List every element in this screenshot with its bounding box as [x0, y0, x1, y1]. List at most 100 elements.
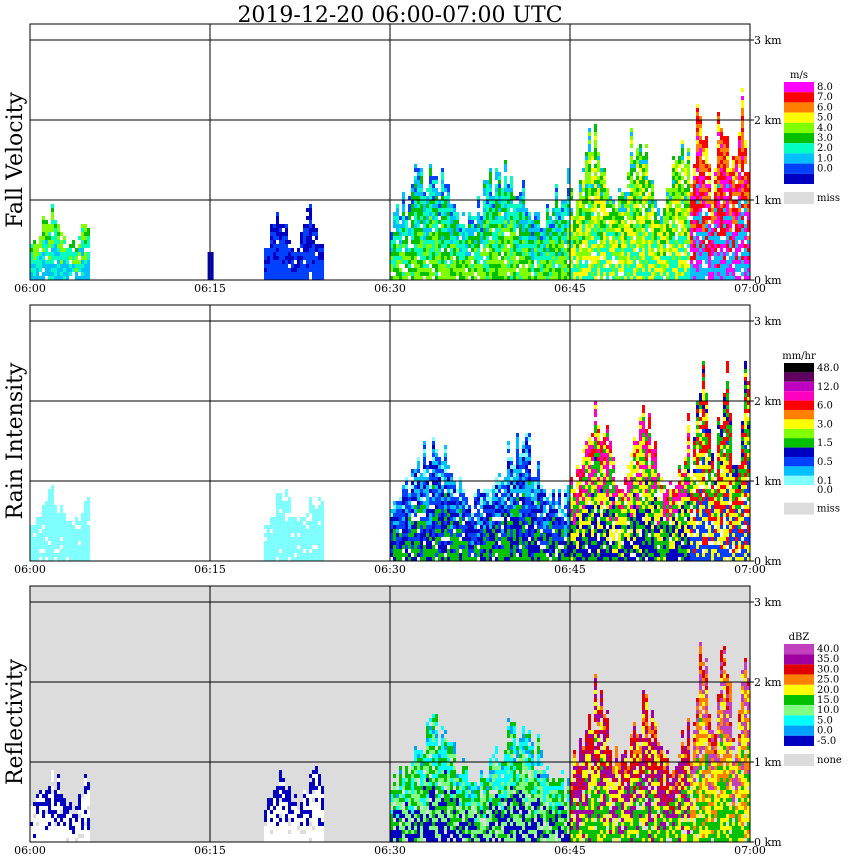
echo-cell	[282, 268, 285, 272]
echo-cell	[297, 272, 300, 276]
echo-cell	[540, 537, 543, 541]
echo-cell	[48, 497, 51, 501]
echo-cell	[270, 517, 273, 521]
echo-cell	[279, 521, 282, 525]
echo-cell	[270, 521, 273, 525]
echo-cell	[318, 545, 321, 549]
echo-cell	[420, 477, 423, 481]
echo-cell	[546, 240, 549, 244]
echo-cell	[318, 553, 321, 557]
echo-cell	[540, 557, 543, 561]
echo-cell	[657, 272, 660, 276]
echo-cell	[444, 541, 447, 545]
echo-cell	[282, 521, 285, 525]
echo-cell	[714, 228, 717, 232]
echo-cell	[717, 232, 720, 236]
echo-cell	[390, 268, 393, 272]
echo-cell	[462, 545, 465, 549]
echo-cell	[597, 200, 600, 204]
echo-cell	[291, 272, 294, 276]
echo-cell	[81, 276, 84, 280]
echo-cell	[456, 537, 459, 541]
echo-cell	[558, 276, 561, 280]
echo-cell	[414, 489, 417, 493]
echo-cell	[489, 533, 492, 537]
echo-cell	[732, 188, 735, 192]
echo-cell	[438, 485, 441, 489]
echo-cell	[615, 264, 618, 268]
echo-cell	[684, 240, 687, 244]
echo-cell	[450, 232, 453, 236]
echo-cell	[447, 489, 450, 493]
echo-cell	[561, 549, 564, 553]
echo-cell	[63, 537, 66, 541]
echo-cell	[576, 557, 579, 561]
echo-cell	[309, 521, 312, 525]
echo-cell	[402, 513, 405, 517]
echo-cell	[417, 264, 420, 268]
echo-cell	[732, 232, 735, 236]
echo-cell	[594, 184, 597, 188]
echo-cell	[474, 228, 477, 232]
echo-cell	[747, 256, 750, 260]
echo-cell	[408, 557, 411, 561]
echo-cell	[84, 553, 87, 557]
echo-cell	[435, 248, 438, 252]
echo-cell	[477, 541, 480, 545]
echo-cell	[435, 521, 438, 525]
echo-cell	[501, 200, 504, 204]
echo-cell	[669, 204, 672, 208]
echo-cell	[87, 505, 90, 509]
echo-cell	[546, 272, 549, 276]
echo-cell	[651, 220, 654, 224]
echo-cell	[402, 553, 405, 557]
echo-cell	[444, 545, 447, 549]
echo-cell	[681, 236, 684, 240]
echo-cell	[666, 256, 669, 260]
echo-cell	[423, 489, 426, 493]
echo-cell	[57, 268, 60, 272]
echo-cell	[516, 248, 519, 252]
echo-cell	[705, 176, 708, 180]
echo-cell	[681, 168, 684, 172]
echo-cell	[591, 208, 594, 212]
echo-cell	[609, 220, 612, 224]
echo-cell	[417, 196, 420, 200]
echo-cell	[300, 541, 303, 545]
echo-cell	[534, 485, 537, 489]
echo-cell	[48, 521, 51, 525]
echo-cell	[570, 509, 573, 513]
echo-cell	[726, 264, 729, 268]
echo-cell	[471, 272, 474, 276]
echo-cell	[669, 264, 672, 268]
echo-cell	[513, 272, 516, 276]
echo-cell	[678, 232, 681, 236]
echo-cell	[663, 252, 666, 256]
echo-cell	[525, 533, 528, 537]
echo-cell	[639, 220, 642, 224]
echo-cell	[645, 252, 648, 256]
echo-cell	[543, 228, 546, 232]
echo-cell	[510, 457, 513, 461]
echo-cell	[585, 272, 588, 276]
echo-cell	[534, 244, 537, 248]
echo-cell	[486, 204, 489, 208]
echo-cell	[693, 212, 696, 216]
echo-cell	[525, 485, 528, 489]
echo-cell	[720, 160, 723, 164]
echo-cell	[612, 236, 615, 240]
echo-cell	[276, 252, 279, 256]
echo-cell	[48, 525, 51, 529]
echo-cell	[603, 256, 606, 260]
echo-cell	[636, 196, 639, 200]
echo-cell	[645, 176, 648, 180]
echo-cell	[435, 481, 438, 485]
echo-cell	[441, 461, 444, 465]
echo-cell	[609, 196, 612, 200]
echo-cell	[693, 244, 696, 248]
echo-cell	[534, 489, 537, 493]
echo-cell	[489, 272, 492, 276]
echo-cell	[678, 220, 681, 224]
echo-cell	[423, 212, 426, 216]
echo-cell	[492, 256, 495, 260]
